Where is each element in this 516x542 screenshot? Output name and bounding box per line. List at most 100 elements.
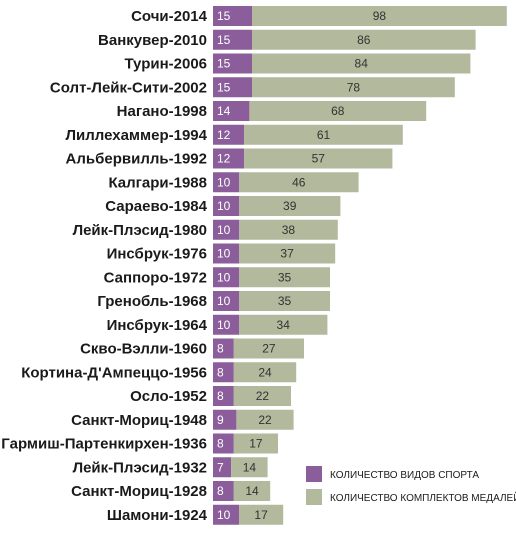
medals-value-label: 37 [280,247,294,261]
sports-bar [213,172,239,193]
chart-row: Инсбрук-1964 10 34 [107,314,328,335]
category-label: Гренобль-1968 [97,293,207,310]
medals-value-label: 17 [254,508,268,522]
category-label: Скво-Вэлли-1960 [80,341,207,358]
medals-bar [233,481,271,501]
medals-value-label: 22 [258,413,272,427]
chart-row: Санкт-Мориц-1948 9 22 [71,409,294,430]
chart-row: Нагано-1998 14 68 [117,101,427,121]
sports-value-label: 7 [217,460,224,474]
sports-bar [213,504,239,525]
medals-bar [239,243,336,264]
medals-bar [244,148,393,169]
chart-row: Лейк-Плэсид-1932 7 14 [73,457,268,478]
medals-bar [231,457,268,478]
sports-value-label: 8 [217,437,224,451]
category-label: Лейк-Плэсид-1932 [73,459,207,476]
medals-value-label: 34 [277,318,291,332]
medals-bar [236,409,294,430]
medals-value-label: 24 [258,365,272,379]
medals-value-label: 98 [373,9,387,23]
sports-bar [213,433,234,454]
category-label: Ванкувер-2010 [98,32,207,49]
chart-row: Кортина-Д'Ампеццо-1956 8 24 [21,362,297,383]
category-label: Нагано-1998 [117,103,207,120]
chart-row: Гармиш-Партенкирхен-1936 8 17 [1,433,278,454]
legend-item: КОЛИЧЕСТВО ВИДОВ СПОРТА [306,466,479,482]
sports-bar [213,101,250,121]
sports-value-label: 8 [217,389,224,403]
sports-value-label: 14 [217,104,231,118]
sports-bar [213,6,252,26]
medals-value-label: 35 [278,294,292,308]
sports-bar [213,291,239,311]
category-label: Кортина-Д'Ампеццо-1956 [21,364,207,381]
sports-value-label: 15 [217,33,231,47]
sports-bar [213,53,252,74]
medals-value-label: 61 [317,128,331,142]
chart-row: Гренобль-1968 10 35 [97,291,330,311]
chart-row: Лейк-Плэсид-1980 10 38 [73,219,338,240]
sports-value-label: 9 [217,413,224,427]
chart-row: Шамони-1924 10 17 [107,504,284,525]
medals-bar [239,196,341,216]
medals-bar [252,6,507,26]
category-label: Инсбрук-1964 [107,317,208,334]
medals-bar [233,386,291,406]
medals-value-label: 39 [283,199,297,213]
medals-bar [252,53,471,74]
sports-value-label: 10 [217,270,231,284]
legend-swatch [306,466,322,482]
chart-row: Солт-Лейк-Сити-2002 15 78 [50,77,455,98]
category-label: Осло-1952 [130,388,207,405]
medals-value-label: 86 [357,33,371,47]
sports-value-label: 12 [217,152,231,166]
sports-value-label: 8 [217,365,224,379]
sports-value-label: 10 [217,318,231,332]
sports-bar [213,386,234,406]
legend: КОЛИЧЕСТВО ВИДОВ СПОРТА КОЛИЧЕСТВО КОМПЛЕ… [306,466,516,505]
category-label: Санкт-Мориц-1928 [71,483,207,500]
category-label: Санкт-Мориц-1948 [71,412,207,429]
medals-value-label: 84 [355,57,369,71]
chart-row: Сараево-1984 10 39 [105,196,341,216]
legend-label: КОЛИЧЕСТВО ВИДОВ СПОРТА [330,470,479,481]
sports-bar [213,124,245,145]
medals-value-label: 22 [256,389,270,403]
category-label: Лейк-Плэсид-1980 [73,222,207,239]
sports-value-label: 10 [217,294,231,308]
medals-bar [239,267,330,288]
category-label: Альбервилль-1992 [66,151,207,168]
medals-value-label: 38 [282,223,296,237]
sports-bar [213,409,237,430]
sports-value-label: 8 [217,484,224,498]
chart-row: Инсбрук-1976 10 37 [107,243,336,264]
medals-value-label: 14 [245,484,259,498]
medals-value-label: 57 [312,152,326,166]
category-label: Инсбрук-1976 [107,246,207,263]
chart-row: Сочи-2014 15 98 [131,6,507,26]
category-label: Саппоро-1972 [104,269,207,286]
sports-value-label: 10 [217,199,231,213]
category-label: Солт-Лейк-Сити-2002 [50,79,207,96]
chart-row: Калгари-1988 10 46 [108,172,359,193]
category-label: Гармиш-Партенкирхен-1936 [1,436,207,453]
sports-value-label: 10 [217,247,231,261]
medals-bar [233,362,297,383]
medals-bar [239,172,359,193]
sports-value-label: 15 [217,9,231,23]
medals-bar [233,433,278,454]
sports-bar [213,314,239,335]
medals-value-label: 17 [249,437,263,451]
medals-bar [252,29,476,50]
medals-value-label: 14 [243,460,257,474]
medals-bar [239,219,338,240]
sports-bar [213,362,234,383]
category-label: Сочи-2014 [131,8,208,25]
medals-value-label: 46 [292,175,306,189]
medals-bar [252,77,455,98]
chart-row: Турин-2006 15 84 [124,53,471,74]
medals-value-label: 27 [262,342,276,356]
legend-item: КОЛИЧЕСТВО КОМПЛЕКТОВ МЕДАЛЕЙ [306,489,516,505]
category-label: Лиллехаммер-1994 [66,127,208,144]
